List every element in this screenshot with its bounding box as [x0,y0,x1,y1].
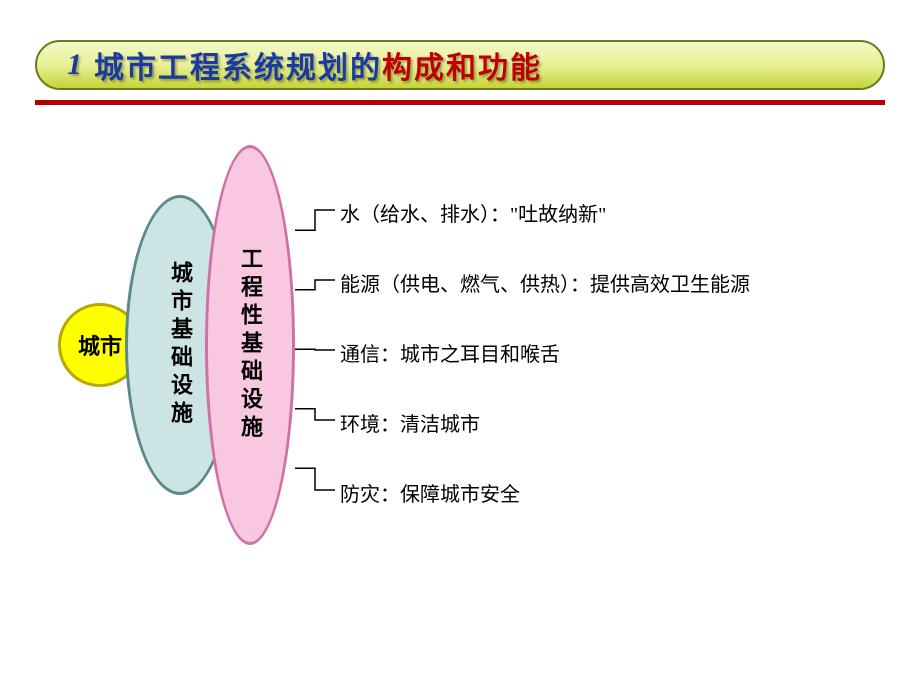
item-3: 环境：清洁城市 [340,408,480,437]
title-part2: 构成和功能 [382,43,542,87]
item-0: 水（给水、排水）："吐故纳新" [340,198,606,227]
item-4: 防灾：保障城市安全 [340,478,520,507]
item-1: 能源（供电、燃气、供热）：提供高效卫生能源 [340,268,750,297]
node-city-label: 城市 [78,329,122,361]
node-engineering-label: 工程性基础设施 [234,247,266,443]
title-underline [35,100,885,105]
node-engineering-infrastructure: 工程性基础设施 [205,145,295,545]
node-infrastructure-label: 城市基础设施 [164,261,196,429]
item-2: 通信：城市之耳目和喉舌 [340,338,560,367]
title-number: 1 [67,48,82,82]
title-part1: 城市工程系统规划的 [94,43,382,87]
title-bar: 1 城市工程系统规划的 构成和功能 [35,40,885,90]
